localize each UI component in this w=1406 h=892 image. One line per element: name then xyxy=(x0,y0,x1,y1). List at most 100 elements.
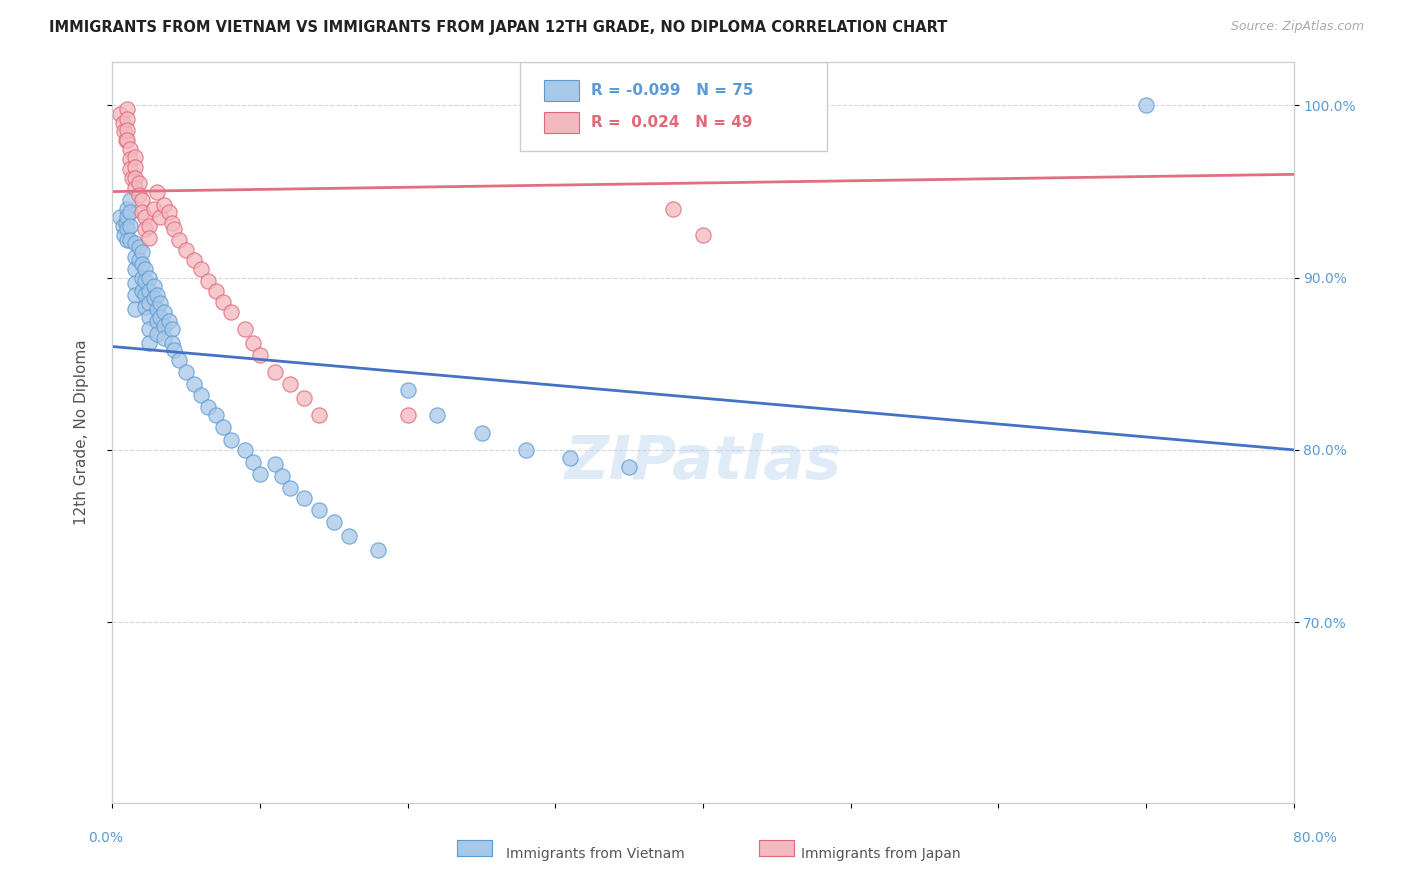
Point xyxy=(120,142,142,156)
Point xyxy=(142,279,165,293)
Point xyxy=(114,216,136,230)
Point xyxy=(131,205,153,219)
Point xyxy=(121,170,143,185)
Point xyxy=(249,467,271,481)
Point xyxy=(205,409,228,423)
Point xyxy=(124,161,146,175)
Point xyxy=(134,222,156,236)
Point xyxy=(146,314,169,328)
Point xyxy=(138,219,160,233)
Point xyxy=(128,240,150,254)
Point xyxy=(264,365,287,379)
Point xyxy=(160,336,183,351)
Point xyxy=(1135,98,1157,112)
Text: Immigrants from Japan: Immigrants from Japan xyxy=(801,847,962,862)
Point xyxy=(124,301,146,316)
Point xyxy=(124,262,146,277)
Point xyxy=(197,400,219,414)
Point xyxy=(131,193,153,207)
Point xyxy=(120,219,142,233)
Point xyxy=(149,310,172,325)
Point xyxy=(308,409,330,423)
Point xyxy=(120,162,142,177)
Text: R =  0.024   N = 49: R = 0.024 N = 49 xyxy=(591,115,752,130)
Point xyxy=(308,503,330,517)
Text: Immigrants from Vietnam: Immigrants from Vietnam xyxy=(506,847,685,862)
Point xyxy=(323,515,346,529)
FancyBboxPatch shape xyxy=(544,112,579,133)
Point xyxy=(212,294,235,309)
Point xyxy=(128,188,150,202)
Point xyxy=(112,124,135,138)
Point xyxy=(138,322,160,336)
Point xyxy=(131,285,153,299)
Text: R = -0.099   N = 75: R = -0.099 N = 75 xyxy=(591,83,754,98)
Point xyxy=(233,322,256,336)
Point xyxy=(134,300,156,314)
Point xyxy=(337,529,360,543)
Point xyxy=(212,420,235,434)
Point xyxy=(124,276,146,290)
Point xyxy=(619,460,641,475)
Point xyxy=(120,193,142,207)
Point xyxy=(264,457,287,471)
Text: Source: ZipAtlas.com: Source: ZipAtlas.com xyxy=(1230,20,1364,33)
Point xyxy=(124,181,146,195)
Point xyxy=(157,314,180,328)
Point xyxy=(174,243,197,257)
Point xyxy=(242,336,264,351)
FancyBboxPatch shape xyxy=(520,62,827,152)
Point xyxy=(117,122,138,136)
Point xyxy=(111,219,134,233)
Point xyxy=(426,409,449,423)
Point xyxy=(111,116,134,130)
Point xyxy=(160,216,183,230)
Point xyxy=(117,222,138,236)
Point xyxy=(197,274,219,288)
Point xyxy=(167,233,190,247)
Point xyxy=(160,322,183,336)
Point xyxy=(117,102,138,116)
Point xyxy=(515,442,537,457)
Point xyxy=(124,236,146,251)
Point xyxy=(146,327,169,342)
Point xyxy=(124,150,146,164)
Point xyxy=(138,285,160,299)
Point xyxy=(153,305,176,319)
Point xyxy=(117,211,138,225)
Point xyxy=(367,542,389,557)
Point xyxy=(128,253,150,268)
Point xyxy=(242,455,264,469)
Point xyxy=(219,305,242,319)
Point xyxy=(138,310,160,325)
Point xyxy=(138,296,160,310)
Point xyxy=(138,336,160,351)
Point xyxy=(117,133,138,147)
FancyBboxPatch shape xyxy=(544,80,579,101)
Point xyxy=(163,222,186,236)
Point xyxy=(662,202,685,216)
Point xyxy=(134,274,156,288)
Point xyxy=(174,365,197,379)
Point xyxy=(163,343,186,357)
Point xyxy=(134,288,156,302)
Point xyxy=(124,288,146,302)
Point xyxy=(131,257,153,271)
Point xyxy=(117,202,138,216)
Point xyxy=(112,227,135,242)
Point xyxy=(190,262,212,277)
Point xyxy=(396,383,419,397)
Text: IMMIGRANTS FROM VIETNAM VS IMMIGRANTS FROM JAPAN 12TH GRADE, NO DIPLOMA CORRELAT: IMMIGRANTS FROM VIETNAM VS IMMIGRANTS FR… xyxy=(49,20,948,35)
Point xyxy=(117,233,138,247)
Point xyxy=(205,285,228,299)
Point xyxy=(120,152,142,166)
Point xyxy=(114,133,136,147)
Point xyxy=(128,176,150,190)
Point xyxy=(167,353,190,368)
Point xyxy=(157,205,180,219)
Point xyxy=(271,468,294,483)
Point xyxy=(117,112,138,127)
Text: ZIPatlas: ZIPatlas xyxy=(564,433,842,491)
Point xyxy=(292,391,315,405)
Point xyxy=(131,244,153,259)
